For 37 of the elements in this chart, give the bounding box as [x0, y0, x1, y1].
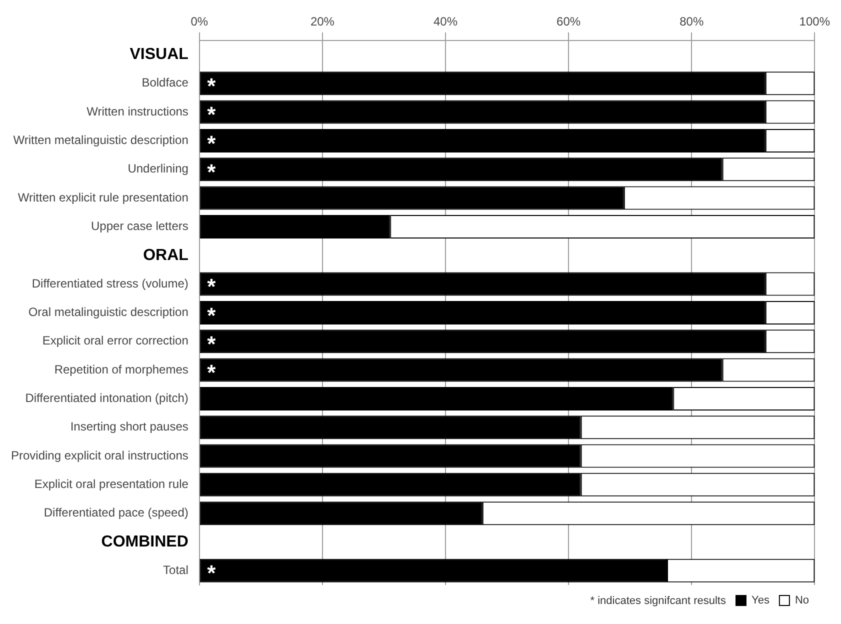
annotation: * — [207, 560, 216, 586]
y-tick-label: VISUAL — [130, 46, 189, 64]
y-tick-label: Upper case letters — [91, 219, 188, 234]
annotation: * — [207, 73, 216, 98]
annotation: * — [207, 102, 216, 128]
x-tick-label: 40% — [433, 14, 458, 29]
y-tick-label: Oral metalinguistic description — [28, 305, 188, 320]
y-tick-label: Written explicit rule presentation — [18, 190, 188, 204]
y-tick-label: Differentiated pace (speed) — [44, 506, 188, 520]
x-tick-label: 20% — [310, 14, 335, 29]
y-tick-label: Boldface — [142, 76, 189, 90]
y-tick-label: Written metalinguistic description — [13, 133, 188, 148]
y-tick-label: Providing explicit oral instructions — [10, 448, 188, 462]
y-tick-label: Explicit oral presentation rule — [34, 476, 189, 491]
text: * indicates signifcant results — [590, 595, 726, 608]
y-tick-label: Inserting short pauses — [70, 420, 188, 434]
legend-label: Yes — [751, 594, 770, 607]
annotation: * — [207, 130, 216, 156]
y-tick-label: Underlining — [128, 162, 188, 176]
y-tick-label: Differentiated intonation (pitch) — [25, 391, 188, 405]
y-tick-label: Differentiated stress (volume) — [32, 276, 188, 290]
y-tick-label: Total — [163, 562, 188, 577]
x-tick-label: 100% — [799, 14, 830, 29]
y-tick-label: Repetition of morphemes — [54, 362, 188, 376]
y-tick-label: Written instructions — [86, 104, 188, 118]
legend-label: No — [794, 594, 809, 607]
annotation: * — [207, 331, 216, 356]
y-tick-label: COMBINED — [101, 533, 188, 550]
y-tick-label: Explicit oral error correction — [42, 334, 188, 348]
annotation: * — [207, 302, 216, 328]
annotation: * — [207, 274, 216, 300]
x-tick-label: 80% — [680, 14, 704, 29]
x-tick-label: 0% — [190, 14, 208, 29]
x-tick-label: 60% — [556, 14, 581, 29]
annotation: * — [207, 360, 216, 386]
annotation: * — [207, 159, 216, 184]
y-tick-label: ORAL — [143, 246, 189, 264]
